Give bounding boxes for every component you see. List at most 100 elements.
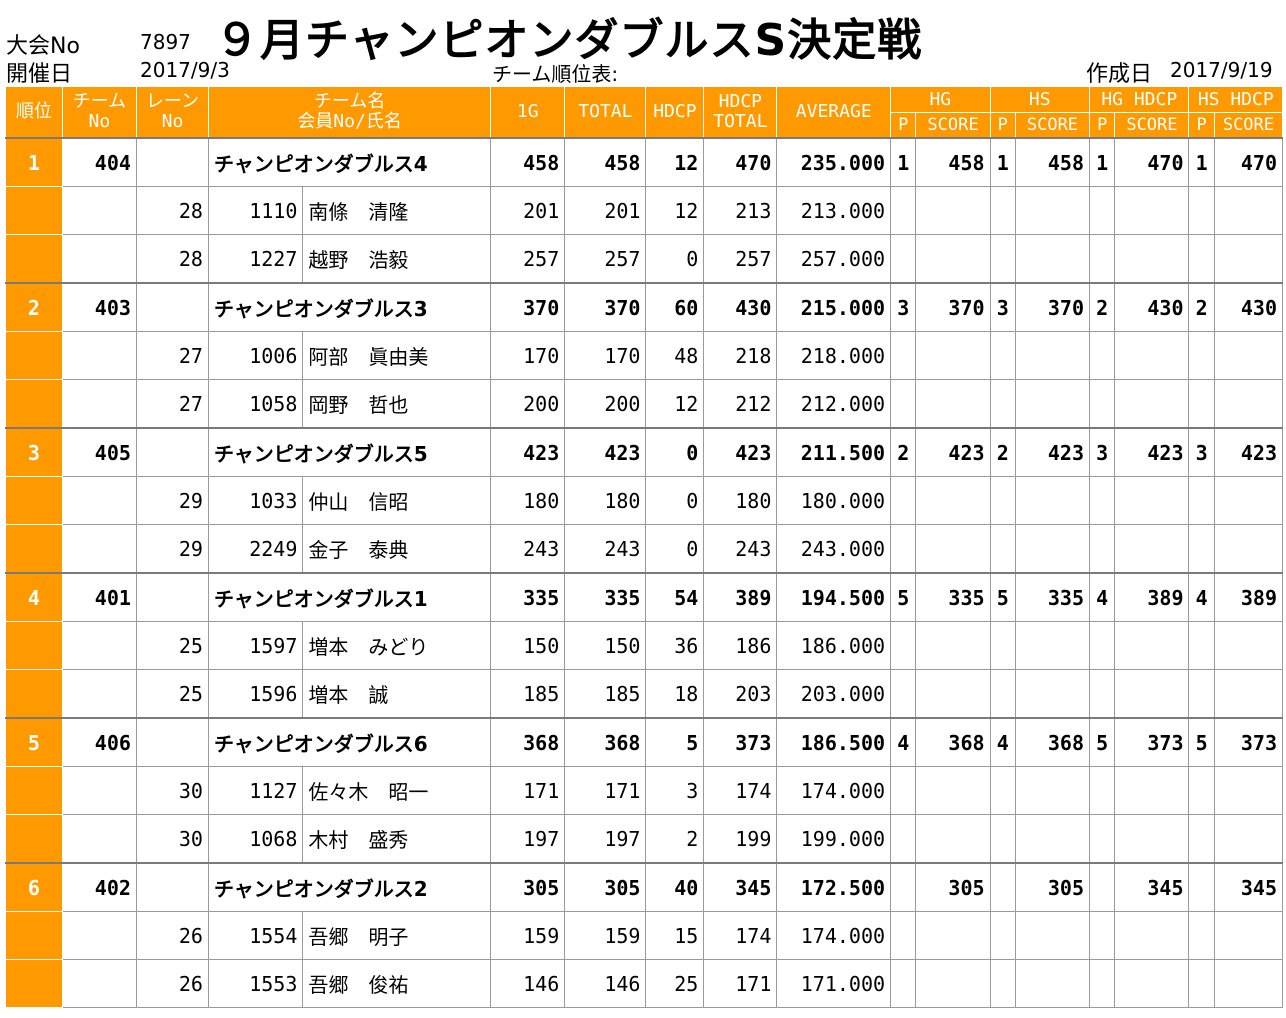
member-empty-cell bbox=[1188, 814, 1215, 864]
header-1g: 1G bbox=[490, 86, 566, 139]
member-no: 1227 bbox=[207, 234, 304, 284]
team-hsh-p: 5 bbox=[1188, 717, 1215, 767]
member-empty-cell bbox=[1114, 234, 1190, 284]
team-hsh-p: 3 bbox=[1188, 427, 1215, 477]
team-hsh-score: 423 bbox=[1213, 427, 1284, 477]
member-total: 159 bbox=[564, 911, 647, 960]
team-row: 2 403 チャンピオンダブルス3 370 370 60 430 215.000 3 370 3 37… bbox=[5, 282, 1284, 332]
member-hdcp: 0 bbox=[645, 524, 705, 574]
member-empty-cell bbox=[1014, 766, 1091, 815]
member-empty-cell bbox=[1213, 766, 1284, 815]
member-empty-cell bbox=[890, 331, 917, 380]
member-empty-cell bbox=[890, 524, 917, 574]
member-lane: 25 bbox=[135, 669, 209, 719]
team-hsh-score: 430 bbox=[1213, 282, 1284, 332]
member-empty-cell bbox=[890, 621, 917, 670]
team-hgh-p: 1 bbox=[1088, 137, 1116, 187]
member-g1: 185 bbox=[490, 669, 566, 719]
member-row: 27 1006 阿部 眞由美 170 170 48 218 218.000 bbox=[5, 331, 1284, 380]
member-lane: 25 bbox=[135, 621, 209, 670]
member-empty-cell bbox=[1014, 234, 1091, 284]
member-empty-cell bbox=[1114, 524, 1190, 574]
member-lane: 26 bbox=[135, 911, 209, 960]
member-team-no bbox=[61, 186, 137, 235]
member-hdcp-total: 199 bbox=[703, 814, 778, 864]
member-empty-cell bbox=[1213, 524, 1284, 574]
member-empty-cell bbox=[989, 814, 1016, 864]
member-empty-cell bbox=[1014, 476, 1091, 525]
team-no: 406 bbox=[61, 717, 137, 767]
member-lane: 30 bbox=[135, 766, 209, 815]
member-empty-cell bbox=[890, 814, 917, 864]
member-name: 金子 泰典 bbox=[302, 524, 492, 574]
member-average: 174.000 bbox=[776, 911, 892, 960]
member-empty-cell bbox=[1213, 911, 1284, 960]
member-empty-cell bbox=[915, 621, 991, 670]
team-g1: 458 bbox=[490, 137, 566, 187]
member-team-no bbox=[61, 814, 137, 864]
member-total: 243 bbox=[564, 524, 647, 574]
header-hs-p: P bbox=[989, 112, 1016, 139]
team-rank: 2 bbox=[5, 282, 63, 332]
team-g1: 423 bbox=[490, 427, 566, 477]
member-row: 26 1553 吾郷 俊祐 146 146 25 171 171.000 bbox=[5, 959, 1284, 1008]
member-empty-cell bbox=[989, 959, 1016, 1008]
team-total: 335 bbox=[564, 572, 647, 622]
header-team-no: チーム No bbox=[61, 86, 137, 139]
member-team-no bbox=[61, 669, 137, 719]
member-empty-cell bbox=[1114, 379, 1190, 429]
member-empty-cell bbox=[1114, 621, 1190, 670]
rank-cell bbox=[5, 669, 63, 719]
team-name: チャンピオンダブルス5 bbox=[207, 427, 492, 477]
member-no: 1058 bbox=[207, 379, 304, 429]
team-hdcp-total: 423 bbox=[703, 427, 778, 477]
header-hg-p: P bbox=[890, 112, 917, 139]
team-hs-p: 3 bbox=[989, 282, 1016, 332]
member-empty-cell bbox=[890, 234, 917, 284]
team-hgh-score: 345 bbox=[1114, 862, 1190, 912]
team-name: チャンピオンダブルス4 bbox=[207, 137, 492, 187]
team-g1: 305 bbox=[490, 862, 566, 912]
member-name: 吾郷 明子 bbox=[302, 911, 492, 960]
member-empty-cell bbox=[1088, 379, 1116, 429]
member-empty-cell bbox=[915, 959, 991, 1008]
member-team-no bbox=[61, 911, 137, 960]
team-hg-score: 423 bbox=[915, 427, 991, 477]
team-row: 1 404 チャンピオンダブルス4 458 458 12 470 235.000 1 458 1 45… bbox=[5, 137, 1284, 187]
member-team-no bbox=[61, 379, 137, 429]
team-row: 4 401 チャンピオンダブルス1 335 335 54 389 194.500 5 335 5 33… bbox=[5, 572, 1284, 622]
member-empty-cell bbox=[1188, 379, 1215, 429]
team-g1: 370 bbox=[490, 282, 566, 332]
team-lane bbox=[135, 427, 209, 477]
member-hdcp-total: 212 bbox=[703, 379, 778, 429]
member-team-no bbox=[61, 524, 137, 574]
team-average: 172.500 bbox=[776, 862, 892, 912]
page-title: ９月チャンピオンダブルスS決定戦 bbox=[215, 15, 923, 66]
member-empty-cell bbox=[1188, 186, 1215, 235]
member-empty-cell bbox=[1088, 669, 1116, 719]
member-empty-cell bbox=[1088, 959, 1116, 1008]
member-average: 186.000 bbox=[776, 621, 892, 670]
team-total: 368 bbox=[564, 717, 647, 767]
member-empty-cell bbox=[1114, 186, 1190, 235]
member-average: 174.000 bbox=[776, 766, 892, 815]
team-hdcp: 40 bbox=[645, 862, 705, 912]
member-no: 1554 bbox=[207, 911, 304, 960]
member-empty-cell bbox=[1188, 621, 1215, 670]
team-hs-score: 370 bbox=[1014, 282, 1091, 332]
member-empty-cell bbox=[1114, 911, 1190, 960]
member-empty-cell bbox=[1188, 669, 1215, 719]
member-empty-cell bbox=[989, 379, 1016, 429]
team-hg-score: 458 bbox=[915, 137, 991, 187]
member-empty-cell bbox=[1088, 766, 1116, 815]
team-hgh-score: 470 bbox=[1114, 137, 1190, 187]
rank-cell bbox=[5, 814, 63, 864]
team-hs-p: 4 bbox=[989, 717, 1016, 767]
member-empty-cell bbox=[1014, 186, 1091, 235]
member-lane: 27 bbox=[135, 331, 209, 380]
team-average: 211.500 bbox=[776, 427, 892, 477]
team-total: 423 bbox=[564, 427, 647, 477]
member-empty-cell bbox=[989, 186, 1016, 235]
member-g1: 243 bbox=[490, 524, 566, 574]
member-lane: 26 bbox=[135, 959, 209, 1008]
